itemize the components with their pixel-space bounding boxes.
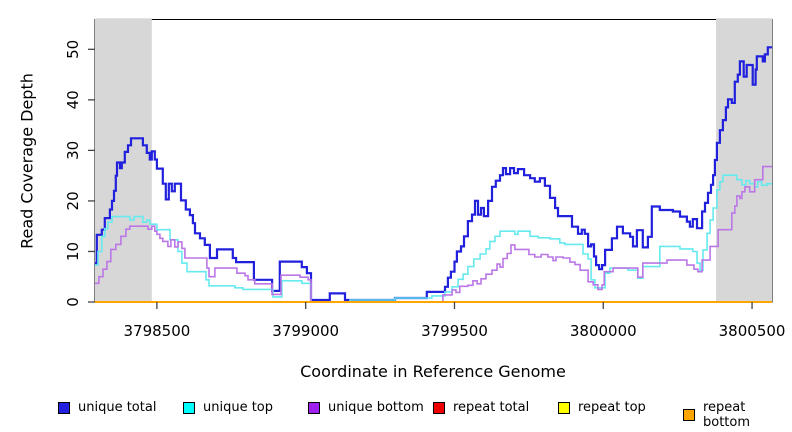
legend-item-repeat-bottom: repeat bottom [683, 400, 792, 430]
y-tick-label: 50 [64, 40, 82, 59]
legend-item-repeat-top: repeat top [558, 400, 646, 415]
series-line-unique-bottom [95, 165, 772, 303]
x-tick-label: 3798500 [123, 322, 190, 340]
legend-item-unique-total: unique total [58, 400, 156, 415]
legend-label: repeat total [453, 400, 530, 415]
legend-item-unique-bottom: unique bottom [308, 400, 424, 415]
legend-swatch [558, 401, 570, 414]
y-tick-label: 30 [64, 141, 82, 160]
x-axis-title: Coordinate in Reference Genome [300, 362, 566, 381]
legend: unique total unique top unique bottom repea… [0, 398, 792, 430]
legend-label: repeat bottom [703, 400, 751, 430]
legend-item-unique-top: unique top [183, 400, 273, 415]
legend-label: repeat top [578, 400, 646, 415]
x-tick-label: 3799500 [421, 322, 488, 340]
series-line-unique-top [95, 174, 772, 303]
y-tick-label: 20 [64, 191, 82, 210]
x-tick-label: 3799000 [272, 322, 339, 340]
legend-swatch [308, 401, 320, 414]
x-tick-label: 3800000 [570, 322, 637, 340]
x-tick-label: 3800500 [719, 322, 786, 340]
legend-label: unique total [78, 400, 157, 415]
y-axis-title: Read Coverage Depth [17, 73, 37, 249]
legend-swatch [683, 409, 695, 421]
shaded-region-left [95, 18, 152, 302]
legend-swatch [58, 401, 70, 414]
legend-item-repeat-total: repeat total [433, 400, 529, 415]
y-tick-label: 40 [64, 90, 82, 109]
y-tick-label: 10 [64, 242, 82, 261]
legend-label: unique top [203, 400, 274, 415]
legend-swatch [433, 401, 445, 414]
y-tick-label: 0 [64, 297, 82, 307]
series-line-unique-total [95, 46, 772, 302]
legend-label: unique bottom [328, 400, 424, 415]
legend-swatch [183, 401, 195, 414]
